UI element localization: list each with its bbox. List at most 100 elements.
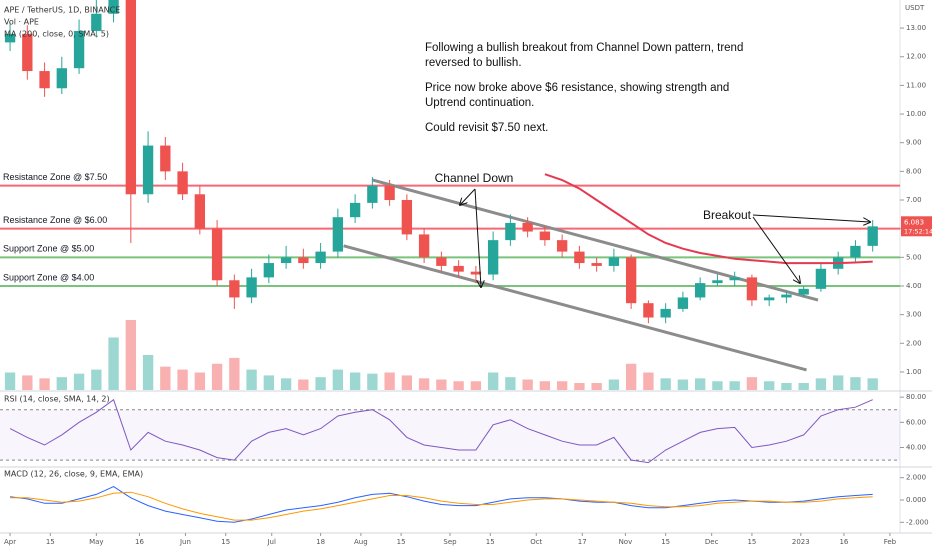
- channel-annotation: Channel Down: [435, 171, 514, 185]
- candle-body: [298, 257, 309, 264]
- volume-bar: [108, 337, 119, 390]
- candle-body: [263, 263, 275, 278]
- candle-body: [125, 0, 137, 195]
- macd-label: MACD (12, 26, close, 9, EMA, EMA): [4, 470, 143, 479]
- volume-bar: [694, 378, 706, 390]
- candle-body: [539, 231, 551, 241]
- x-tick-label: 2023: [792, 538, 810, 546]
- candle-body: [22, 33, 33, 72]
- signal-line: [10, 491, 873, 521]
- volume-bar: [781, 383, 792, 390]
- y-tick-label: 1.00: [906, 368, 922, 376]
- y-tick-label: 13.00: [906, 24, 926, 32]
- volume-bar: [833, 375, 844, 390]
- candle-body: [73, 30, 85, 69]
- volume-bar: [160, 366, 171, 390]
- x-tick-label: 18: [316, 538, 325, 546]
- volume-bar: [194, 372, 206, 390]
- ma-line: [544, 173, 873, 265]
- candle-body: [608, 257, 620, 266]
- volume-bar: [677, 379, 689, 390]
- zone-label: Support Zone @ $4.00: [3, 272, 94, 282]
- volume-bar: [763, 381, 775, 390]
- candle-body: [591, 263, 602, 266]
- volume-bar: [660, 378, 671, 390]
- x-tick-label: 15: [747, 538, 756, 546]
- candle-body: [4, 33, 16, 43]
- candle-body: [39, 71, 50, 89]
- candle-body: [349, 202, 361, 218]
- zone-label: Resistance Zone @ $7.50: [3, 172, 107, 182]
- x-tick-label: 15: [46, 538, 55, 546]
- volume-bar: [246, 369, 257, 390]
- note-line: Price now broke above $6 resistance, sho…: [425, 82, 729, 94]
- x-tick-label: Apr: [4, 538, 16, 546]
- volume-bar: [22, 375, 33, 390]
- candle-body: [867, 226, 878, 246]
- volume-bar: [608, 379, 620, 390]
- price-badge-countdown: 17:52:14: [904, 227, 932, 235]
- volume-bar: [91, 369, 102, 390]
- candle-body: [332, 217, 344, 252]
- note-line: reversed to bullish.: [425, 57, 522, 69]
- volume-bar: [729, 381, 740, 390]
- volume-bar: [522, 379, 533, 390]
- volume-bar: [850, 377, 861, 390]
- volume-bar: [367, 373, 378, 390]
- candle-body: [660, 308, 671, 318]
- annotation-arrow: [460, 188, 476, 205]
- volume-bar: [815, 378, 827, 390]
- candle-body: [763, 297, 775, 301]
- volume-bar: [177, 369, 188, 390]
- volume-bar: [142, 355, 154, 390]
- x-tick-label: 16: [839, 538, 848, 546]
- annotation-arrow: [752, 214, 870, 222]
- currency-label: USDT: [905, 4, 925, 12]
- candle-body: [729, 277, 740, 281]
- x-tick-label: Aug: [354, 538, 368, 546]
- candle-body: [677, 297, 689, 309]
- x-tick-label: May: [89, 538, 103, 546]
- candle-body: [211, 228, 223, 281]
- y-tick-label: 8.00: [906, 167, 922, 175]
- candle-body: [177, 171, 188, 195]
- annotation-arrow: [752, 216, 800, 283]
- candle-body: [194, 194, 206, 229]
- candle-body: [160, 145, 171, 172]
- volume-bar: [263, 375, 275, 390]
- x-tick-label: 15: [221, 538, 230, 546]
- x-tick-label: Oct: [530, 538, 542, 546]
- volume-bar: [211, 363, 223, 390]
- x-tick-label: Dec: [705, 538, 719, 546]
- volume-bar: [436, 379, 447, 390]
- volume-bar: [39, 378, 50, 390]
- candle-body: [56, 68, 67, 89]
- y-tick-label: 2.000: [906, 474, 926, 482]
- x-tick-label: Feb: [884, 538, 897, 546]
- candle-body: [280, 257, 292, 264]
- y-tick-label: 11.00: [906, 81, 926, 89]
- note-line: Uptrend continuation.: [425, 97, 534, 109]
- y-tick-label: 10.00: [906, 110, 926, 118]
- candle-body: [574, 251, 585, 264]
- volume-bar: [643, 372, 654, 390]
- channel-line: [343, 244, 807, 372]
- symbol-label: APE / TetherUS, 1D, BINANCE: [4, 6, 120, 15]
- x-tick-label: 17: [578, 538, 587, 546]
- volume-bar: [418, 378, 430, 390]
- volume-bar: [591, 383, 602, 390]
- volume-bar: [349, 372, 361, 390]
- candle-body: [694, 283, 706, 298]
- volume-bar: [125, 320, 137, 390]
- candle-body: [505, 222, 516, 241]
- x-tick-label: Jul: [266, 538, 276, 546]
- volume-bar: [470, 381, 482, 390]
- candle-body: [487, 240, 499, 275]
- y-tick-label: 40.00: [906, 444, 926, 452]
- y-tick-label: 80.00: [906, 393, 926, 401]
- candle-body: [418, 234, 430, 258]
- y-tick-label: 60.00: [906, 418, 926, 426]
- volume-bar: [712, 381, 723, 390]
